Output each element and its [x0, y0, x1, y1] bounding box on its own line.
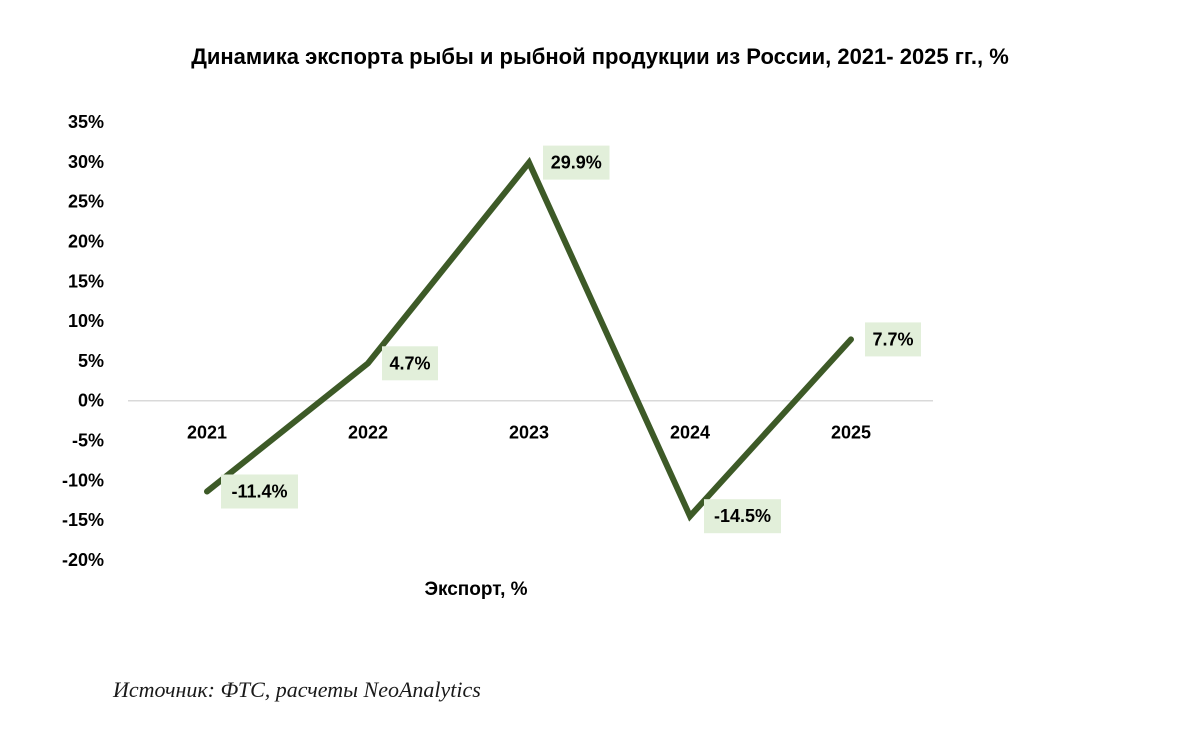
- source-note: Источник: ФТС, расчеты NeoAnalytics: [113, 677, 481, 702]
- data-label: 29.9%: [551, 153, 602, 173]
- y-tick-label: 0%: [78, 391, 104, 411]
- data-label-box: [865, 322, 921, 357]
- data-label-box: [543, 145, 610, 180]
- data-label-box: [382, 346, 438, 381]
- x-axis: 2021 2022 2023 2024 2025: [187, 423, 871, 443]
- y-tick-label: 5%: [78, 351, 104, 371]
- y-tick-label: 35%: [68, 112, 104, 132]
- y-tick-label: -5%: [72, 431, 104, 451]
- y-tick-label: 10%: [68, 311, 104, 331]
- data-label: 4.7%: [389, 353, 430, 373]
- data-label-box: [221, 474, 298, 509]
- y-axis: 35% 30% 25% 20% 15% 10% 5% 0% -5% -10% -15% -20%: [62, 112, 104, 570]
- x-tick-label: 2021: [187, 423, 227, 443]
- y-tick-label: -10%: [62, 470, 104, 490]
- y-tick-label: 25%: [68, 192, 104, 212]
- data-label: -11.4%: [231, 482, 287, 502]
- x-tick-label: 2022: [348, 423, 388, 443]
- legend-series-name: Экспорт, %: [424, 579, 527, 600]
- chart-title: Динамика экспорта рыбы и рыбной продукци…: [191, 44, 1009, 69]
- data-label-box: [704, 499, 781, 534]
- y-tick-label: 15%: [68, 271, 104, 291]
- data-label: 7.7%: [872, 329, 913, 349]
- x-tick-label: 2024: [670, 423, 710, 443]
- data-label: -14.5%: [714, 506, 771, 526]
- x-tick-label: 2023: [509, 423, 549, 443]
- series-line-export: [204, 156, 854, 522]
- x-tick-label: 2025: [831, 423, 871, 443]
- y-tick-label: -20%: [62, 550, 104, 570]
- y-tick-label: -15%: [62, 510, 104, 530]
- data-labels: -11.4% 4.7% 29.9% -14.5% 7.7%: [221, 145, 921, 534]
- y-tick-label: 30%: [68, 152, 104, 172]
- y-tick-label: 20%: [68, 231, 104, 251]
